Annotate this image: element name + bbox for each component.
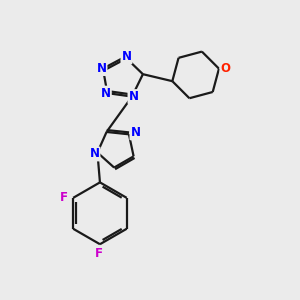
Text: F: F [60,191,68,204]
Text: N: N [122,50,131,63]
Text: N: N [130,126,140,139]
Text: N: N [89,148,100,160]
Text: N: N [128,90,139,103]
Text: N: N [101,87,111,100]
Text: O: O [220,61,230,75]
Text: F: F [94,247,103,260]
Text: N: N [97,62,106,75]
